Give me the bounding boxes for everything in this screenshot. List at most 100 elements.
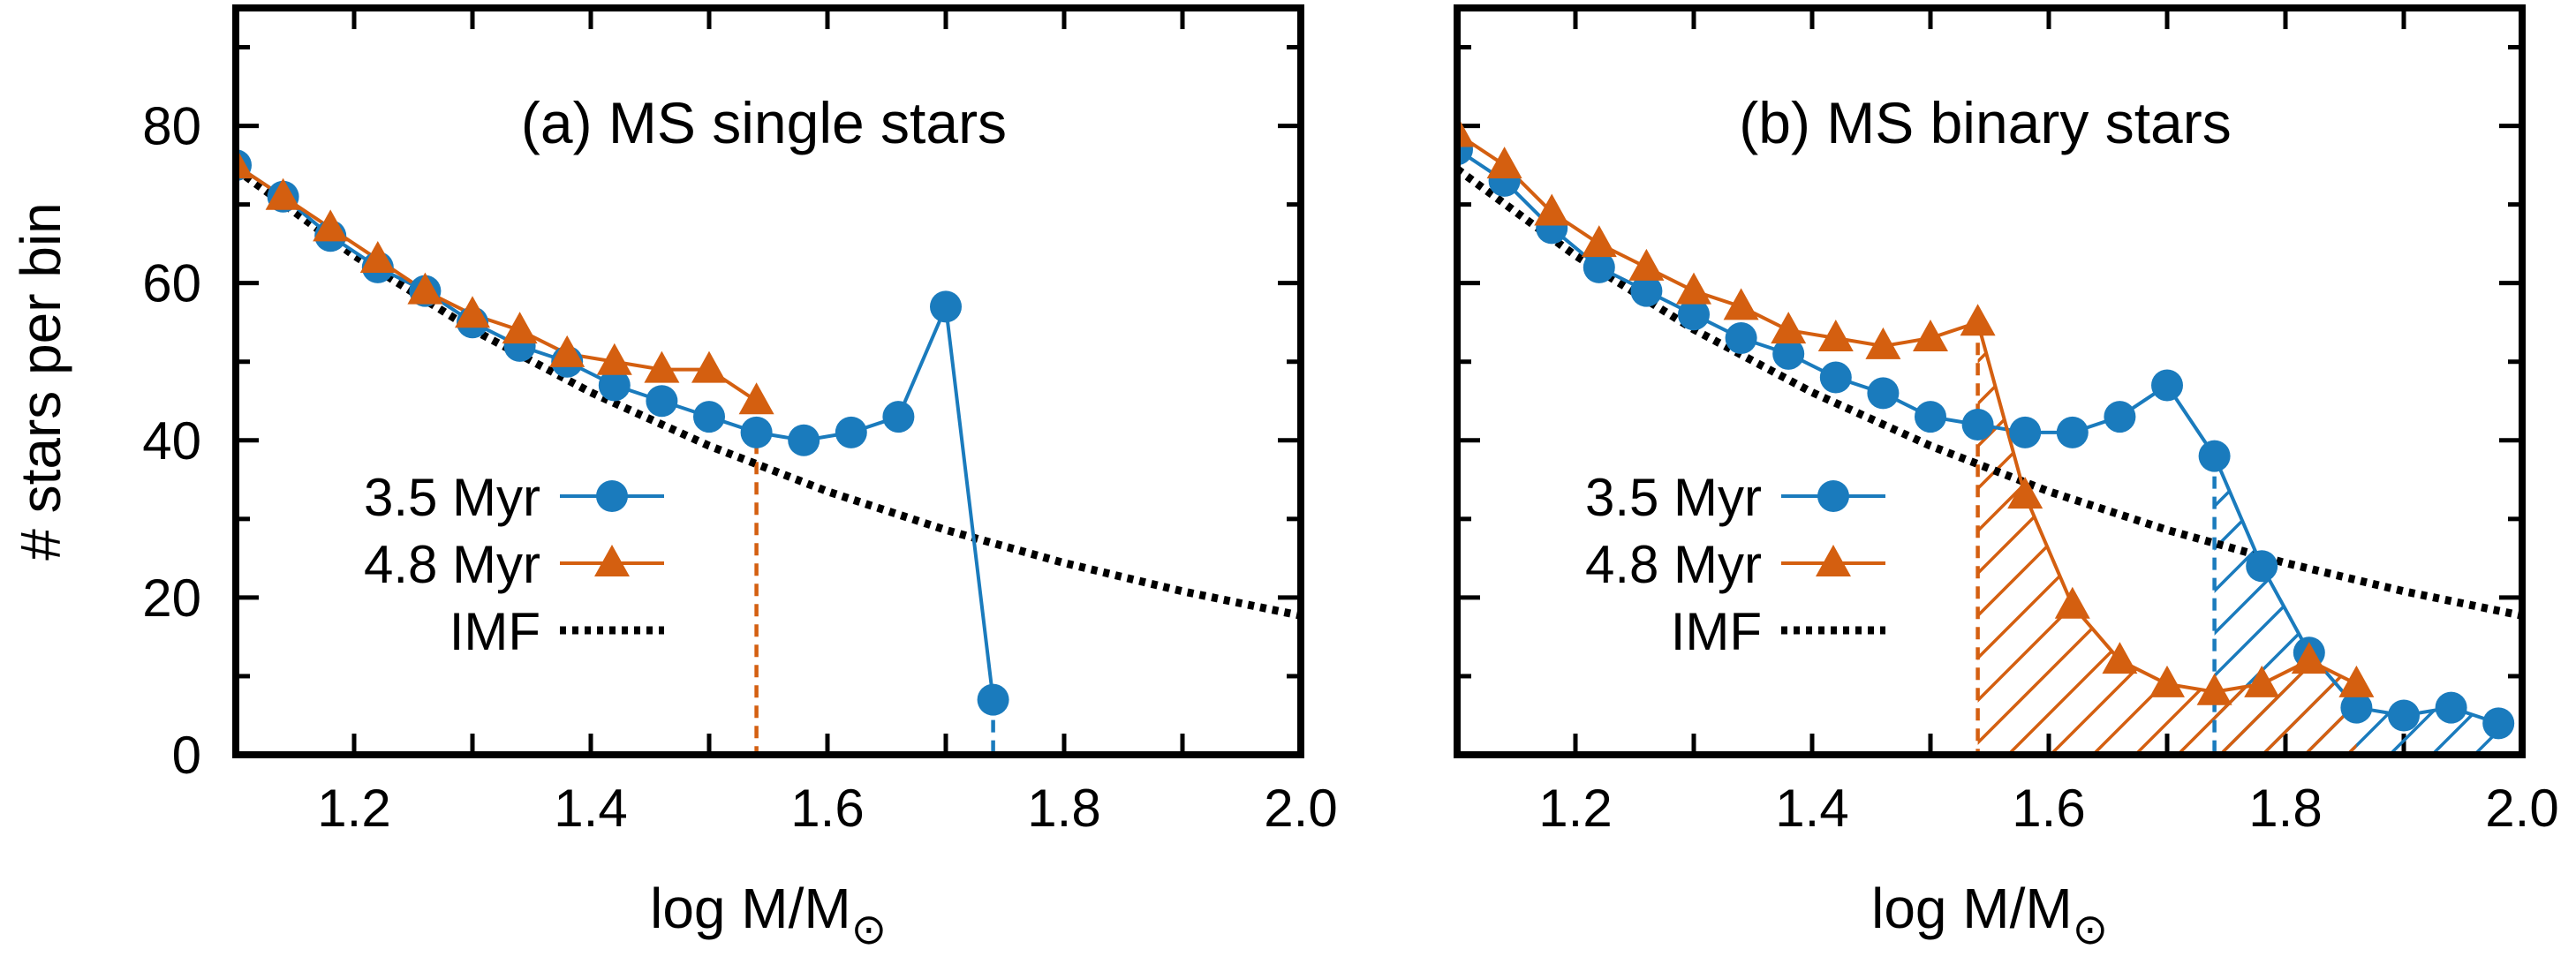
hatch-line xyxy=(991,0,1786,755)
data-point xyxy=(1630,275,1663,307)
data-point xyxy=(1913,320,1948,352)
data-point xyxy=(644,350,680,383)
panel-b-legend-samples xyxy=(1781,480,1885,635)
legend-label-imf: IMF xyxy=(1671,602,1762,661)
hatch-line xyxy=(2430,456,2499,755)
data-point xyxy=(1457,115,1475,147)
data-point xyxy=(502,312,538,344)
panel-b-x-tick-labels: 1.2 1.4 1.6 1.8 2.0 xyxy=(1538,779,2558,838)
y-tick-label: 20 xyxy=(142,569,201,628)
panel-a-cutoff-lines xyxy=(754,401,995,755)
x-tick-label: 1.2 xyxy=(1538,779,1612,838)
data-point xyxy=(2104,401,2136,433)
data-point xyxy=(1486,147,1522,179)
data-point xyxy=(930,290,962,323)
y-tick-label: 80 xyxy=(142,97,201,156)
panel-a-frame xyxy=(232,4,1304,758)
hatch-line xyxy=(2517,0,2576,755)
data-point xyxy=(740,416,773,448)
data-point xyxy=(2054,586,2090,619)
data-point xyxy=(2338,665,2375,697)
hatch-line xyxy=(2346,322,2357,755)
panel-b-markers xyxy=(1457,115,2515,740)
hatch-line xyxy=(2303,456,2499,755)
data-point xyxy=(2149,665,2185,697)
data-point xyxy=(1771,312,1807,344)
panel-a-y-tick-labels: 0 20 40 60 80 xyxy=(142,97,201,785)
data-point xyxy=(1725,322,1757,355)
panel-a-legend: 3.5 Myr 4.8 Myr IMF xyxy=(364,468,664,661)
x-tick-label: 1.4 xyxy=(1775,779,1848,838)
hatch-line xyxy=(2214,456,2499,755)
x-tick-label: 1.2 xyxy=(317,779,390,838)
data-point xyxy=(2007,477,2043,509)
data-point xyxy=(1960,304,1996,336)
panel-a-series-lines xyxy=(236,163,995,700)
data-point xyxy=(236,147,253,179)
data-point xyxy=(2291,642,2327,674)
data-point xyxy=(1915,401,1946,433)
panel-b-title: (b) MS binary stars xyxy=(1739,90,2231,155)
y-tick-label: 60 xyxy=(142,254,201,313)
data-point xyxy=(2244,665,2280,697)
data-point xyxy=(2009,416,2042,448)
x-tick-label: 2.0 xyxy=(2485,779,2558,838)
data-point xyxy=(1772,337,1805,370)
data-point xyxy=(2435,691,2467,724)
data-point xyxy=(882,401,915,433)
x-tick-label: 1.8 xyxy=(2248,779,2322,838)
y-tick-label: 40 xyxy=(142,411,201,471)
data-point xyxy=(1961,408,1994,441)
hatch-line xyxy=(1977,322,2357,755)
panel-a: 1.2 1.4 1.6 1.8 2.0 0 20 40 60 80 (a) MS single … xyxy=(142,4,1338,953)
y-axis-label: # stars per bin xyxy=(9,202,72,561)
panel-b-frame xyxy=(1454,4,2526,758)
x-tick-label: 1.6 xyxy=(2012,779,2085,838)
panel-a-x-tick-labels: 1.2 1.4 1.6 1.8 2.0 xyxy=(317,779,1337,838)
x-tick-label: 1.6 xyxy=(790,779,864,838)
hatch-line xyxy=(2559,0,2576,755)
data-point xyxy=(596,343,632,375)
data-point xyxy=(407,272,443,305)
data-point xyxy=(1817,320,1854,352)
panel-a-x-axis-label: log M/M⊙ xyxy=(650,877,887,953)
data-point xyxy=(1534,193,1570,226)
legend-sample-marker xyxy=(594,545,630,576)
data-point xyxy=(598,369,631,402)
data-point xyxy=(788,424,820,456)
data-point xyxy=(1628,248,1665,281)
data-point xyxy=(738,382,774,415)
data-point xyxy=(2198,440,2231,472)
data-point xyxy=(1676,272,1711,305)
hatch-line xyxy=(2214,456,2499,755)
hatch-line xyxy=(948,0,1743,755)
hatch-line xyxy=(2390,0,2576,755)
hatch-line xyxy=(2176,322,2357,755)
data-point xyxy=(646,385,678,418)
data-point xyxy=(2388,699,2420,732)
legend-label-35myr: 3.5 Myr xyxy=(364,468,540,527)
x-tick-label: 2.0 xyxy=(1264,779,1337,838)
data-point xyxy=(977,683,1009,716)
panel-b-x-axis-label: log M/M⊙ xyxy=(1871,877,2108,953)
data-point xyxy=(2482,707,2515,740)
series-line-4.8 Myr xyxy=(1457,132,2358,694)
hatch-line xyxy=(948,0,1743,755)
data-point xyxy=(1819,361,1852,394)
hatch-line xyxy=(2559,0,2576,755)
x-tick-label: 1.4 xyxy=(554,779,627,838)
legend-label-48myr: 4.8 Myr xyxy=(1585,535,1762,594)
panel-b-legend: 3.5 Myr 4.8 Myr IMF xyxy=(1585,468,1885,661)
series-line-4.8 Myr xyxy=(236,163,758,403)
data-point xyxy=(1865,327,1901,359)
panel-a-title: (a) MS single stars xyxy=(521,90,1007,155)
data-point xyxy=(1678,298,1710,331)
legend-label-35myr: 3.5 Myr xyxy=(1585,468,1762,527)
series-line-3.5 Myr xyxy=(236,163,995,700)
data-point xyxy=(1581,225,1617,258)
data-point xyxy=(835,416,867,448)
data-point xyxy=(691,350,727,383)
legend-label-imf: IMF xyxy=(449,602,540,661)
hatch-line xyxy=(2214,456,2499,755)
